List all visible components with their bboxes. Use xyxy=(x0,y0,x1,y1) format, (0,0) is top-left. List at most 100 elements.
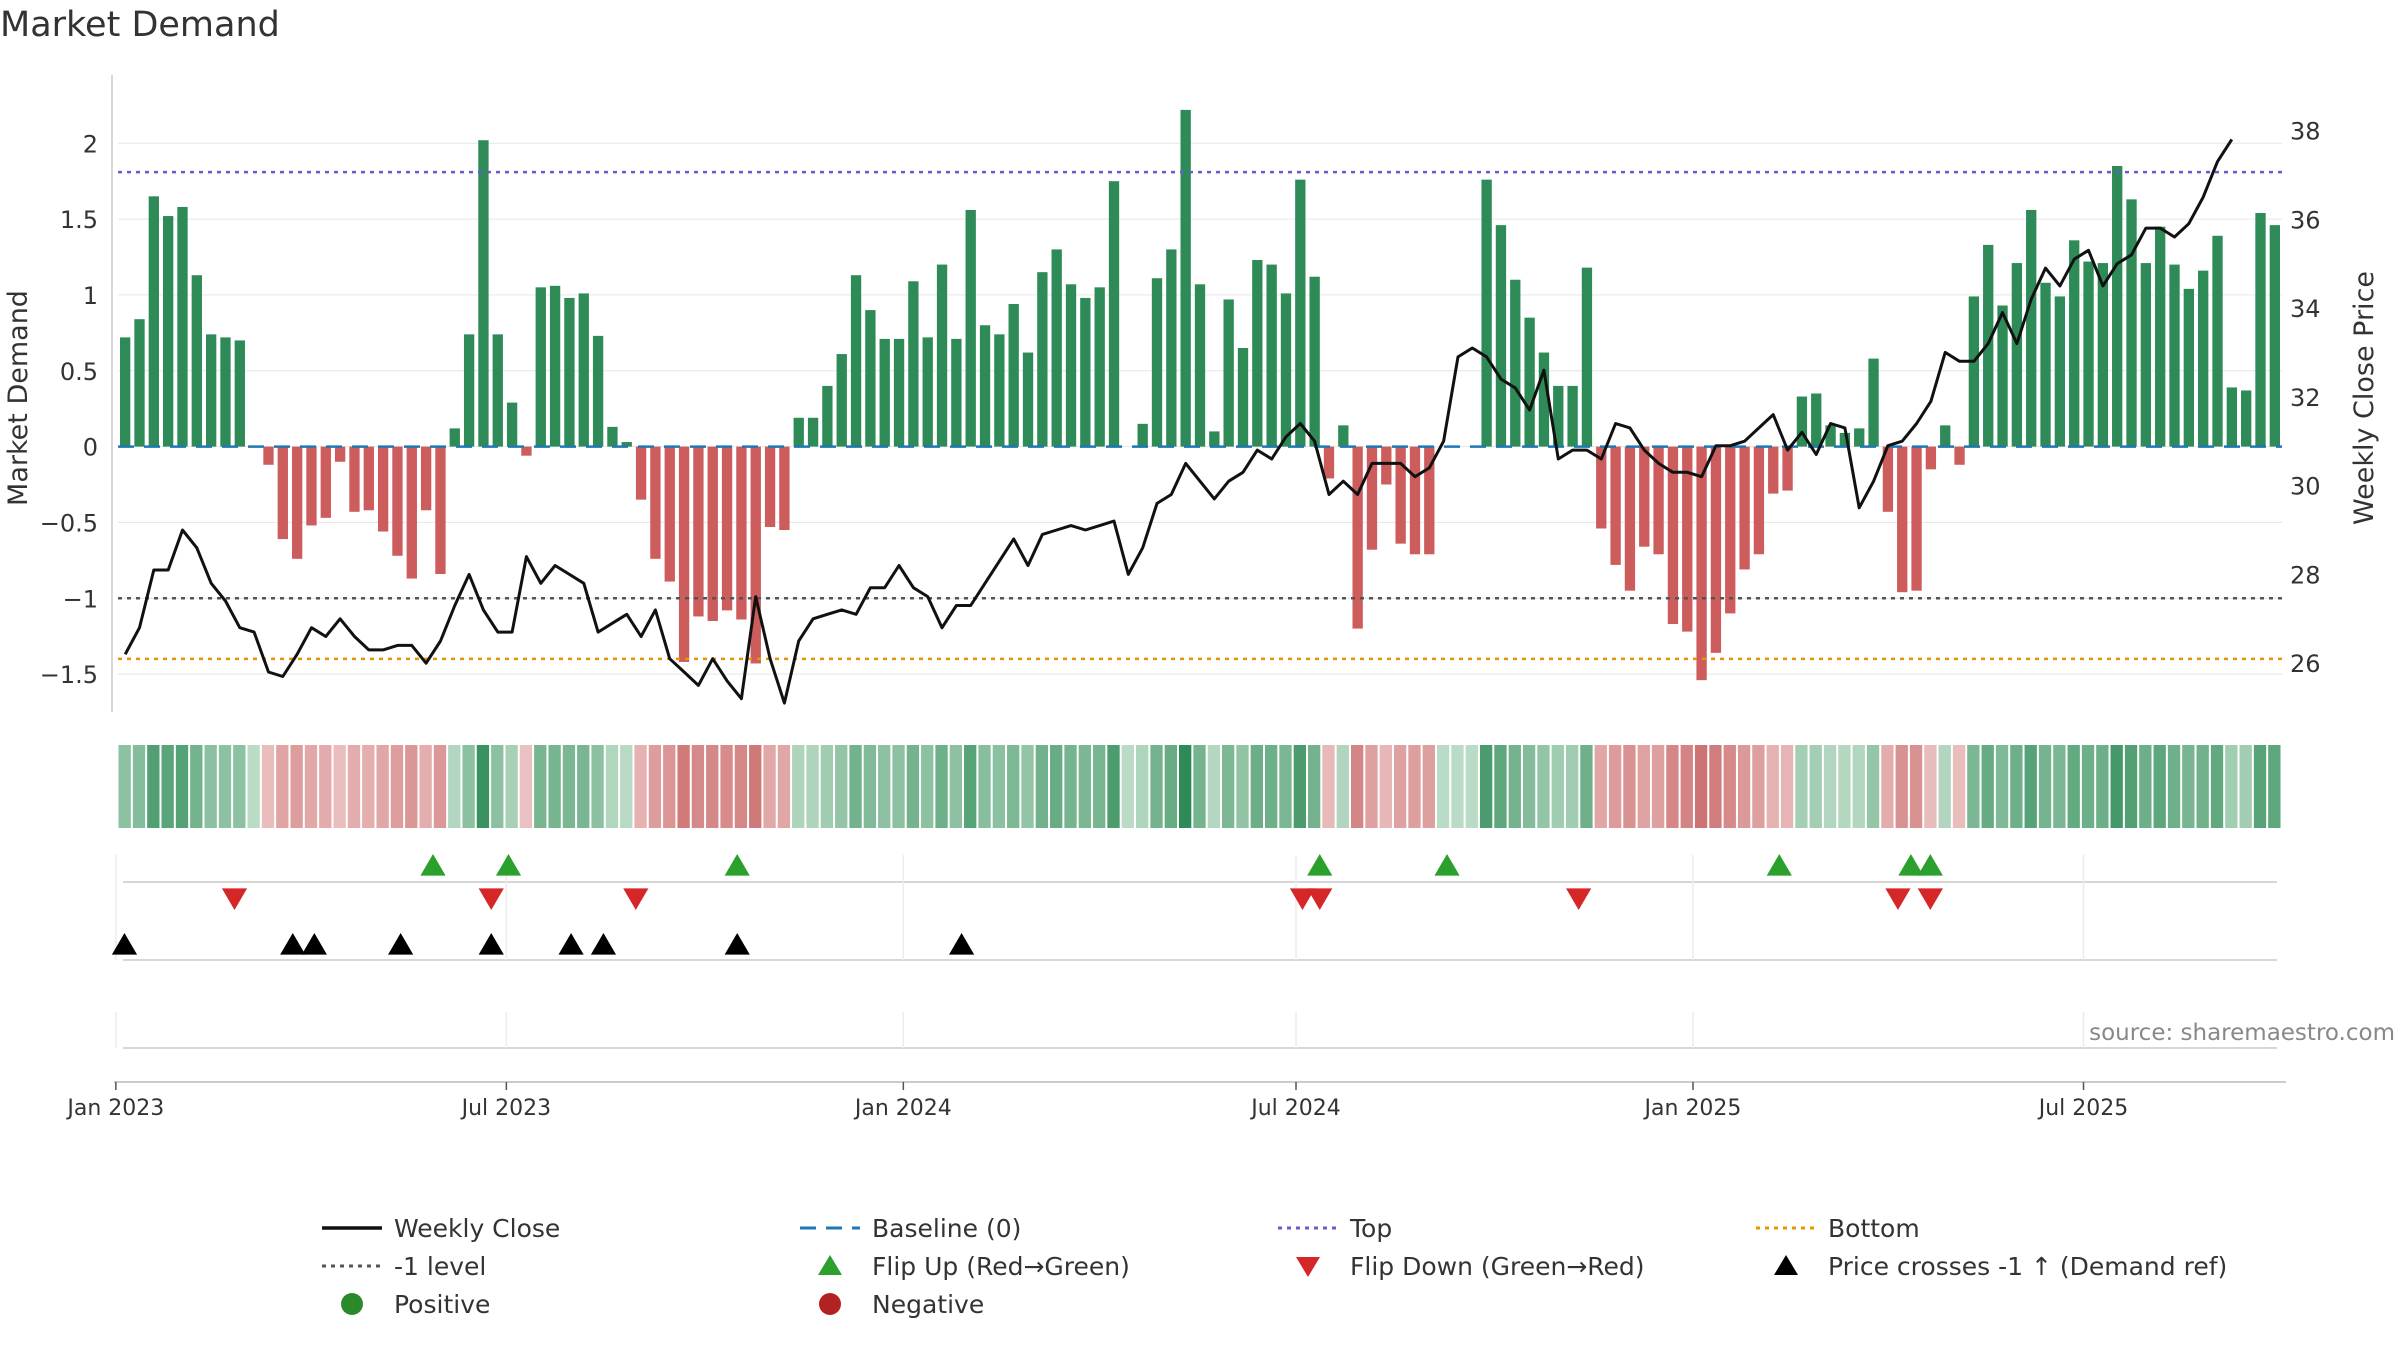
demand-bar-negative xyxy=(1323,446,1335,479)
strip-cell-positive xyxy=(1007,745,1020,828)
demand-bar-negative xyxy=(1782,446,1793,491)
strip-cell-positive xyxy=(849,745,862,828)
demand-bar-positive xyxy=(2198,270,2209,447)
strip-cell-positive xyxy=(1537,745,1550,828)
strip-cell-negative xyxy=(1637,745,1650,828)
strip-cell-positive xyxy=(1035,745,1049,828)
strip-cell-positive xyxy=(1336,745,1349,828)
flip-up-marker xyxy=(1766,854,1792,876)
strip-cell-negative xyxy=(1594,745,1607,828)
strip-cell-positive xyxy=(1121,745,1135,828)
demand-bar-positive xyxy=(478,140,489,447)
demand-bar-positive xyxy=(134,319,145,447)
demand-heat-strip xyxy=(118,745,2281,828)
strip-cell-positive xyxy=(1522,745,1536,828)
strip-cell-negative xyxy=(376,745,389,828)
strip-cell-positive xyxy=(491,745,504,828)
demand-bar-positive xyxy=(1295,179,1306,447)
strip-cell-negative xyxy=(261,745,275,828)
strip-cell-positive xyxy=(562,745,576,828)
demand-bar-positive xyxy=(1137,423,1148,447)
demand-bar-negative xyxy=(650,446,661,559)
demand-bar-negative xyxy=(1381,446,1392,485)
demand-bar-negative xyxy=(392,446,403,556)
demand-bar-negative xyxy=(678,446,690,662)
demand-bar-positive xyxy=(1553,385,1564,447)
demand-bar-positive xyxy=(1237,348,1249,447)
demand-bar-negative xyxy=(521,446,532,456)
demand-bar-positive xyxy=(2069,240,2080,447)
demand-bar-positive xyxy=(177,206,188,447)
demand-bar-positive xyxy=(592,335,604,447)
demand-bar-negative xyxy=(1395,446,1406,544)
demand-bar-positive xyxy=(205,334,217,447)
price-cross-marker xyxy=(301,933,327,955)
y-left-tick-label: −1.5 xyxy=(40,661,98,689)
strip-cell-positive xyxy=(1078,745,1092,828)
price-cross-marker xyxy=(724,933,750,955)
strip-cell-positive xyxy=(978,745,991,828)
strip-cell-positive xyxy=(1967,745,1980,828)
flip-down-marker xyxy=(1885,888,1911,910)
strip-cell-negative xyxy=(405,745,418,828)
demand-bar-negative xyxy=(1352,446,1363,629)
strip-cell-positive xyxy=(1193,745,1206,828)
strip-cell-negative xyxy=(1881,745,1894,828)
strip-cell-positive xyxy=(921,745,934,828)
strip-cell-positive xyxy=(118,745,131,828)
strip-cell-positive xyxy=(1207,745,1220,828)
demand-bar-positive xyxy=(951,338,962,447)
strip-cell-positive xyxy=(835,745,848,828)
strip-cell-positive xyxy=(1064,745,1077,828)
demand-bar-positive xyxy=(807,417,819,447)
legend-swatch-circle xyxy=(819,1293,841,1315)
demand-bar-positive xyxy=(1481,179,1492,447)
strip-cell-positive xyxy=(1150,745,1163,828)
flip-up-marker xyxy=(495,854,522,876)
price-line-group xyxy=(123,138,2234,705)
demand-bar-positive xyxy=(1266,264,1277,447)
strip-cell-positive xyxy=(1938,745,1951,828)
demand-bar-positive xyxy=(936,264,948,447)
legend: Weekly Close Baseline (0) Top Bottom -1 leve… xyxy=(322,1214,2227,1319)
price-cross-marker xyxy=(558,933,584,955)
strip-cell-positive xyxy=(1436,745,1450,828)
strip-cell-negative xyxy=(1780,745,1794,828)
axes: −1.5 −1 −0.5 0 0.5 1 1.5 2 26 28 30 32 34 36 38 xyxy=(40,75,2321,712)
demand-bar-positive xyxy=(1223,299,1234,447)
strip-cell-positive xyxy=(2196,745,2209,828)
strip-cell-positive xyxy=(2139,745,2152,828)
demand-bar-negative xyxy=(779,446,790,530)
demand-bar-positive xyxy=(1080,297,1091,447)
strip-cell-positive xyxy=(577,745,590,828)
strip-cell-positive xyxy=(1307,745,1321,828)
demand-bar-positive xyxy=(1581,267,1593,447)
x-tick-label: Jan 2023 xyxy=(65,1096,164,1121)
flip-up-marker xyxy=(1307,854,1333,876)
demand-bar-negative xyxy=(1768,446,1779,494)
demand-bar-positive xyxy=(2026,209,2037,447)
price-cross-marker xyxy=(948,933,975,955)
demand-bar-positive xyxy=(1194,284,1206,447)
demand-bar-positive xyxy=(1151,278,1163,447)
demand-bar-positive xyxy=(1854,428,1865,447)
demand-bar-positive xyxy=(793,417,804,447)
strip-cell-negative xyxy=(706,745,719,828)
demand-bar-negative xyxy=(1753,446,1765,555)
strip-cell-positive xyxy=(806,745,819,828)
strip-cell-negative xyxy=(1709,745,1722,828)
strip-cell-negative xyxy=(319,745,332,828)
demand-bar-positive xyxy=(1108,181,1120,447)
event-markers xyxy=(111,854,2277,1049)
demand-bar-negative xyxy=(1424,446,1435,555)
flip-up-marker xyxy=(1898,854,1924,876)
demand-bar-negative xyxy=(1610,446,1621,565)
legend-label: Top xyxy=(1349,1214,1392,1243)
demand-bar-negative xyxy=(1653,446,1664,555)
demand-bar-positive xyxy=(1997,305,2008,447)
strip-cell-positive xyxy=(2096,745,2109,828)
demand-bar-negative xyxy=(750,446,761,664)
demand-bar-negative xyxy=(1925,446,1937,470)
strip-cell-negative xyxy=(1694,745,1708,828)
